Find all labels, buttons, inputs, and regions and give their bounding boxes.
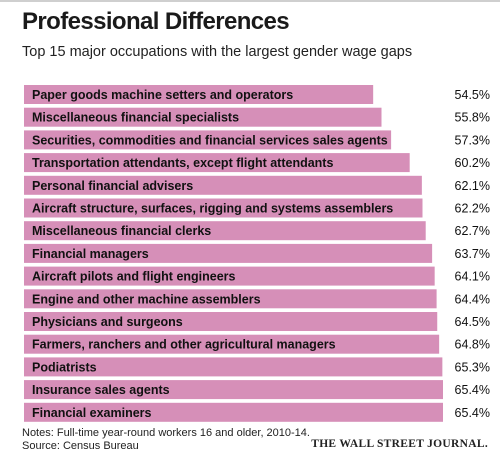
value-label-15: 65.4% (455, 406, 490, 420)
category-label-8: Financial managers (32, 247, 149, 261)
notes-text: Notes: Full-time year-round workers 16 a… (22, 427, 310, 439)
category-label-2: Miscellaneous financial specialists (32, 111, 239, 125)
category-label-11: Physicians and surgeons (32, 315, 183, 329)
category-label-3: Securities, commodities and financial se… (32, 133, 388, 147)
value-label-12: 64.8% (455, 338, 490, 352)
top-rule (0, 0, 500, 2)
category-label-15: Financial examiners (32, 406, 152, 420)
category-label-5: Personal financial advisers (32, 179, 193, 193)
bar-13 (24, 357, 443, 377)
value-label-9: 64.1% (455, 270, 490, 284)
category-label-12: Farmers, ranchers and other agricultural… (32, 338, 336, 352)
value-label-10: 64.4% (455, 292, 490, 306)
bar-1 (24, 85, 374, 104)
bar-2 (24, 107, 382, 127)
bar-10 (24, 289, 437, 309)
category-label-10: Engine and other machine assemblers (32, 292, 261, 306)
category-label-9: Aircraft pilots and flight engineers (32, 270, 236, 284)
category-label-1: Paper goods machine setters and operator… (32, 88, 293, 102)
category-label-13: Podiatrists (32, 360, 97, 374)
value-label-4: 60.2% (455, 156, 490, 170)
source-text: Source: Census Bureau (22, 440, 139, 452)
bar-4 (24, 153, 410, 173)
value-label-3: 57.3% (455, 133, 490, 147)
bar-15 (24, 402, 443, 422)
chart-notes: Notes: Full-time year-round workers 16 a… (22, 427, 310, 453)
chart-subtitle: Top 15 major occupations with the larges… (22, 44, 413, 60)
value-label-5: 62.1% (455, 179, 490, 193)
bar-3 (24, 130, 392, 150)
value-label-8: 63.7% (455, 247, 490, 261)
value-label-7: 62.7% (455, 224, 490, 238)
bar-6 (24, 198, 423, 218)
category-label-7: Miscellaneous financial clerks (32, 224, 211, 238)
bar-7 (24, 221, 426, 241)
category-label-6: Aircraft structure, surfaces, rigging an… (32, 202, 393, 216)
value-label-2: 55.8% (455, 111, 490, 125)
value-label-14: 65.4% (455, 383, 490, 397)
category-label-14: Insurance sales agents (32, 383, 170, 397)
bar-11 (24, 312, 438, 331)
bar-9 (24, 266, 435, 286)
value-label-6: 62.2% (455, 202, 490, 216)
bar-8 (24, 243, 433, 263)
category-label-4: Transportation attendants, except flight… (32, 156, 333, 170)
value-label-13: 65.3% (455, 360, 490, 374)
value-label-11: 64.5% (455, 315, 490, 329)
bar-14 (24, 380, 443, 400)
publisher-logo: THE WALL STREET JOURNAL. (311, 438, 488, 450)
bar-12 (24, 334, 440, 354)
value-label-1: 54.5% (455, 88, 490, 102)
chart-title: Professional Differences (22, 8, 290, 35)
bar-5 (24, 175, 422, 195)
